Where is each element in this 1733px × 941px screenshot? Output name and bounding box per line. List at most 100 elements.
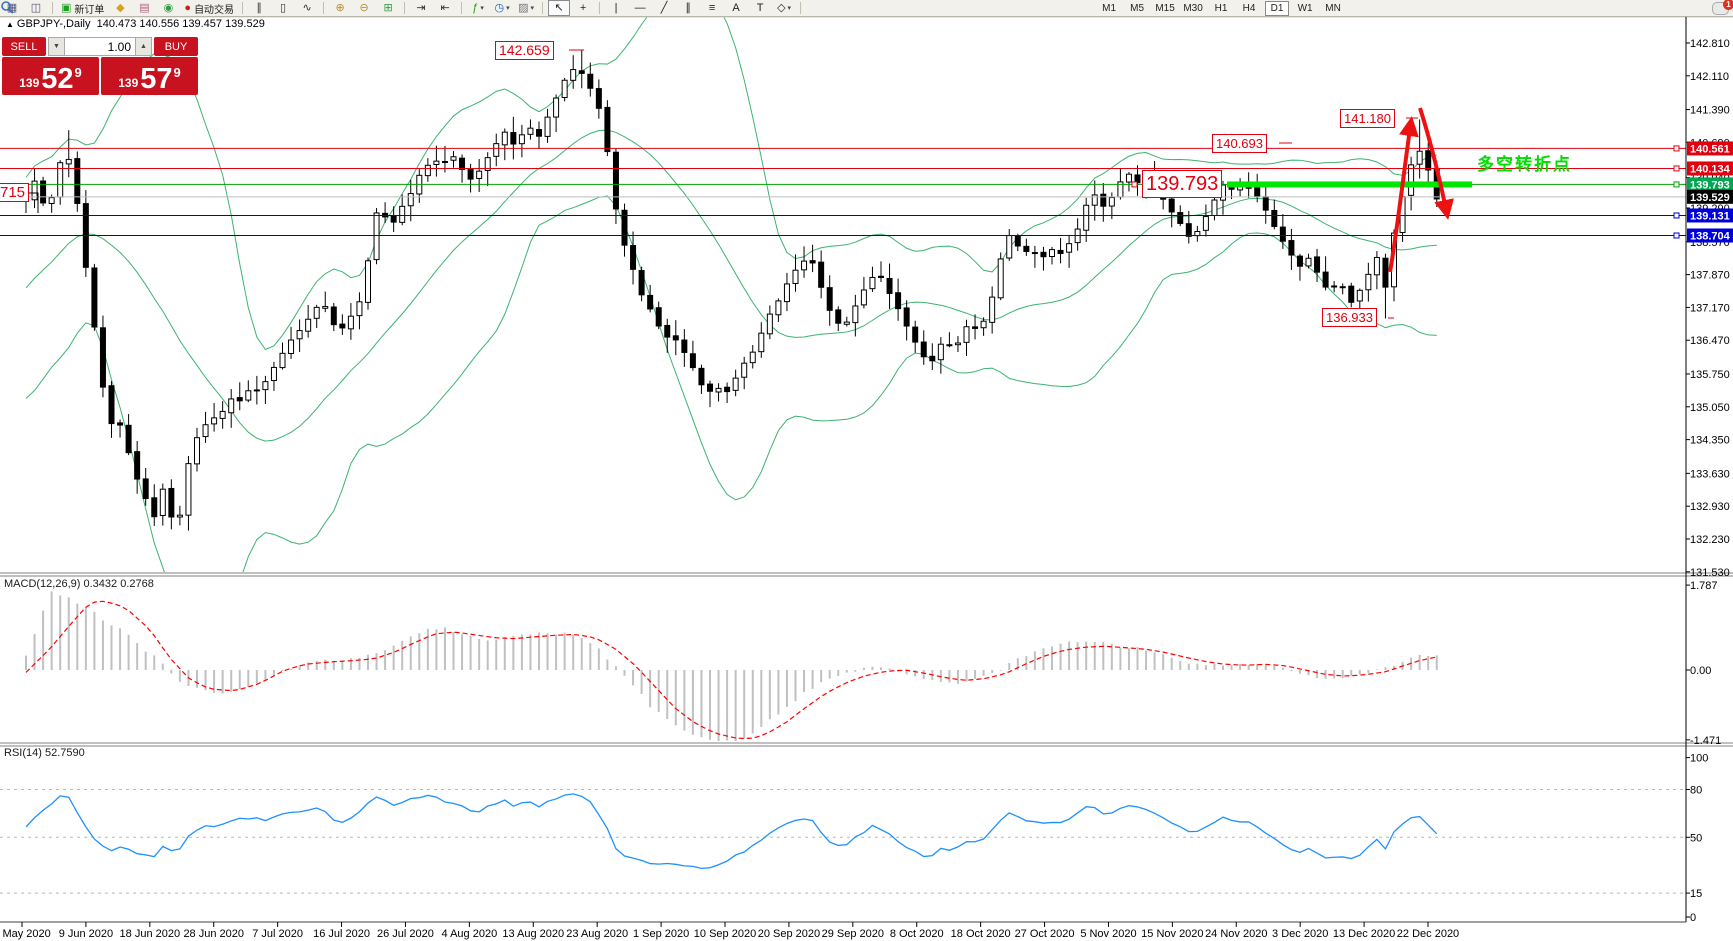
hline-glyph: — <box>634 1 646 14</box>
fibonacci-tool[interactable]: ≡ <box>701 0 723 16</box>
timeframe-h1[interactable]: H1 <box>1214 2 1228 14</box>
indicators-icon[interactable]: ƒ ▾ <box>467 0 489 16</box>
shapes-tool-dropdown-icon[interactable]: ▾ <box>787 5 792 12</box>
sell-price-prefix: 139 <box>19 76 40 90</box>
sell-button[interactable]: SELL <box>2 37 46 56</box>
buy-button[interactable]: BUY <box>154 37 198 56</box>
toolbar-separator <box>323 2 325 14</box>
svg-text:10 Sep 2020: 10 Sep 2020 <box>694 928 756 940</box>
svg-text:3 Dec 2020: 3 Dec 2020 <box>1272 928 1328 940</box>
svg-text:139.131: 139.131 <box>1690 210 1730 222</box>
macd-signal-line <box>25 600 1437 740</box>
svg-text:134.350: 134.350 <box>1690 435 1730 447</box>
periods-icon[interactable]: ◷ ▾ <box>491 0 513 16</box>
svg-text:100: 100 <box>1690 753 1708 765</box>
sell-price-button[interactable]: 139 52 9 <box>2 57 99 95</box>
candle-chart-type-icon[interactable]: ▯ <box>272 0 294 16</box>
svg-text:15 Nov 2020: 15 Nov 2020 <box>1141 928 1203 940</box>
timeframe-h4[interactable]: H4 <box>1242 2 1256 14</box>
vline-tool[interactable]: | <box>605 0 627 16</box>
toolbar-separator <box>599 2 601 14</box>
pivot-note-text[interactable]: 多空转折点 <box>1477 155 1572 174</box>
chart-shift-icon[interactable]: ⇤ <box>434 0 456 16</box>
line-chart-type-icon[interactable]: ∿ <box>296 0 318 16</box>
channel-tool[interactable]: ∥ <box>677 0 699 16</box>
timeframe-mn[interactable]: MN <box>1325 2 1341 14</box>
zoom-out-icon-glyph: ⊖ <box>359 1 369 14</box>
price-axis[interactable]: 142.810142.110141.390140.690139.940139.2… <box>1686 38 1733 579</box>
autotrade-button[interactable]: ● 自动交易 <box>181 0 237 16</box>
periods-icon-glyph: ◷ <box>494 1 505 14</box>
volume-input[interactable] <box>65 37 135 56</box>
macd-panel[interactable]: 1.787 0.00 -1.471 <box>25 580 1721 747</box>
shapes-tool[interactable]: ◇ ▾ <box>773 0 795 16</box>
data-window-icon[interactable]: ▤ <box>133 0 155 16</box>
svg-text:7 Jul 2020: 7 Jul 2020 <box>252 928 303 940</box>
svg-text:24 Nov 2020: 24 Nov 2020 <box>1205 928 1267 940</box>
bar-chart-type-icon[interactable]: ∥ <box>248 0 270 16</box>
timeframe-m15[interactable]: M15 <box>1155 2 1175 14</box>
buy-price-button[interactable]: 139 57 9 <box>101 57 198 95</box>
annotation-level-140693[interactable]: 140.693 <box>1212 134 1267 153</box>
red-arrow-up <box>1388 116 1419 273</box>
shapes-glyph: ◇ <box>777 1 786 14</box>
rsi-panel[interactable]: 100 80 50 15 0 <box>0 753 1708 924</box>
svg-text:27 Oct 2020: 27 Oct 2020 <box>1015 928 1075 940</box>
toolbar-separator <box>542 2 544 14</box>
candle-chart-type-icon-glyph: ▯ <box>280 1 287 14</box>
tile-windows-icon[interactable]: ⊞ <box>377 0 399 16</box>
periods-icon-dropdown-icon[interactable]: ▾ <box>506 5 510 12</box>
svg-text:138.704: 138.704 <box>1690 230 1731 242</box>
trendline-tool[interactable]: ╱ <box>653 0 675 16</box>
svg-text:133.630: 133.630 <box>1690 468 1730 480</box>
chart-window-icon[interactable]: ▦ <box>1 0 23 16</box>
symbol-expand-icon[interactable]: ▲ <box>6 20 14 29</box>
market-watch-icon[interactable]: ◉ <box>157 0 179 16</box>
svg-text:142.110: 142.110 <box>1690 71 1729 83</box>
auto-scroll-icon[interactable]: ⇥ <box>410 0 432 16</box>
timeframe-d1[interactable]: D1 <box>1265 0 1290 16</box>
annotation-pivot-139793[interactable]: 139.793 <box>1142 170 1223 198</box>
volume-increase-button[interactable]: ▲ <box>135 37 152 56</box>
volume-decrease-button[interactable]: ▼ <box>48 37 65 56</box>
text-tool[interactable]: A <box>725 0 747 16</box>
toolbar-separator <box>242 2 244 14</box>
indicators-icon-dropdown-icon[interactable]: ▾ <box>480 5 484 12</box>
templates-icon-dropdown-icon[interactable]: ▾ <box>530 5 535 12</box>
notifications-icon[interactable]: 1 <box>1712 0 1733 15</box>
print-preview-icon[interactable]: ◫ <box>25 0 47 16</box>
svg-text:135.050: 135.050 <box>1690 402 1730 414</box>
timeframe-m30[interactable]: M30 <box>1183 2 1203 14</box>
profile-crayon-icon[interactable]: ◆ <box>109 0 131 16</box>
timeframe-m1[interactable]: M1 <box>1102 2 1117 14</box>
zoom-out-icon[interactable]: ⊖ <box>353 0 375 16</box>
annotation-high-142659[interactable]: 142.659 <box>495 41 554 60</box>
symbol-name: GBPJPY-,Daily <box>16 18 91 30</box>
new-order-button[interactable]: ▣ 新订单 <box>58 0 107 16</box>
annotation-high-141180[interactable]: 141.180 <box>1340 109 1395 128</box>
annotation-left-clipped-715[interactable]: 715 <box>0 183 30 202</box>
horizontal-level-lines[interactable] <box>0 145 1686 239</box>
templates-icon[interactable]: ▨ ▾ <box>515 0 537 16</box>
svg-text:0.00: 0.00 <box>1690 665 1711 677</box>
svg-text:16 Jul 2020: 16 Jul 2020 <box>313 928 370 940</box>
crosshair-tool[interactable]: + <box>572 0 594 16</box>
timeframe-m5[interactable]: M5 <box>1130 2 1145 14</box>
fibonacci-glyph: ≡ <box>708 1 716 14</box>
svg-text:23 Aug 2020: 23 Aug 2020 <box>566 928 628 940</box>
bar-chart-type-icon-glyph: ∥ <box>256 1 262 14</box>
cursor-tool[interactable]: ↖ <box>548 0 571 16</box>
zoom-in-icon[interactable]: ⊕ <box>329 0 351 16</box>
market-watch-icon-glyph: ◉ <box>163 1 174 14</box>
search-icon[interactable] <box>0 0 14 14</box>
svg-text:140.561: 140.561 <box>1690 143 1730 155</box>
drawing-objects[interactable] <box>28 49 1454 319</box>
timeframe-w1[interactable]: W1 <box>1297 2 1313 14</box>
hline-tool[interactable]: — <box>629 0 651 16</box>
annotation-low-136933[interactable]: 136.933 <box>1322 308 1377 327</box>
label-tool[interactable]: T <box>749 0 771 16</box>
line-chart-type-icon-glyph: ∿ <box>302 1 312 14</box>
trendline-glyph: ╱ <box>660 1 668 14</box>
